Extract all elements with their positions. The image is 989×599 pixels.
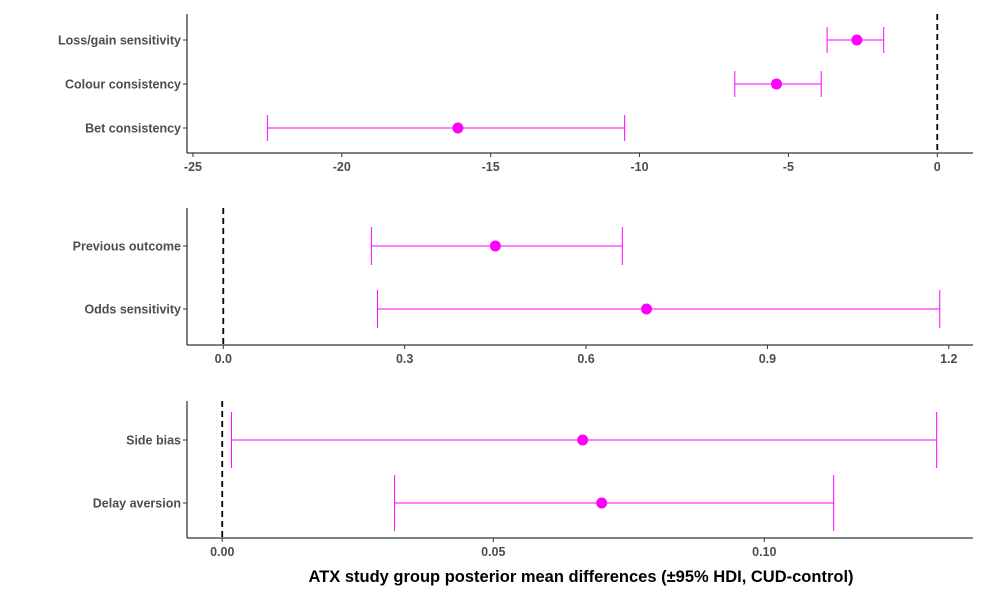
x-tick-label: 0.10 [752, 545, 776, 559]
posterior-mean-point [452, 122, 464, 134]
x-tick-label: -10 [631, 160, 649, 174]
category-label: Previous outcome [73, 240, 181, 254]
x-axis-title: ATX study group posterior mean differenc… [308, 568, 853, 586]
category-label: Odds sensitivity [84, 303, 181, 317]
x-tick-label: -20 [333, 160, 351, 174]
x-tick-label: 0.3 [396, 352, 413, 366]
x-tick-label: 0.0 [215, 352, 232, 366]
panel-3: 0.00 0.05 0.10 Side bias Delay aversion [93, 401, 973, 559]
x-tick-label: -15 [482, 160, 500, 174]
x-tick-label: 0 [934, 160, 941, 174]
x-tick-label: 0.6 [577, 352, 594, 366]
x-tick-label: -5 [783, 160, 794, 174]
posterior-mean-point [771, 78, 782, 90]
panel-2: 0.0 0.3 0.6 0.9 1.2 Previous outcome Odds sens… [73, 208, 973, 366]
x-tick-label: -25 [184, 160, 202, 174]
category-label: Side bias [126, 434, 181, 448]
panel-1: -25 -20 -15 -10 -5 0 Loss/gain sensitivity Colo… [58, 14, 973, 174]
posterior-mean-point [489, 240, 501, 252]
posterior-mean-point [577, 434, 589, 446]
x-tick-label: 1.2 [940, 352, 957, 366]
chart-panels: -25 -20 -15 -10 -5 0 Loss/gain sensitivity Colo… [58, 14, 973, 559]
x-tick-label: 0.9 [759, 352, 776, 366]
category-label: Colour consistency [65, 78, 181, 92]
x-tick-label: 0.05 [481, 545, 505, 559]
category-label: Loss/gain sensitivity [58, 34, 181, 48]
posterior-mean-point [641, 303, 653, 315]
posterior-mean-point [851, 34, 863, 46]
x-tick-label: 0.00 [210, 545, 234, 559]
posterior-mean-point [596, 497, 608, 509]
category-label: Delay aversion [93, 497, 181, 511]
category-label: Bet consistency [85, 122, 181, 136]
